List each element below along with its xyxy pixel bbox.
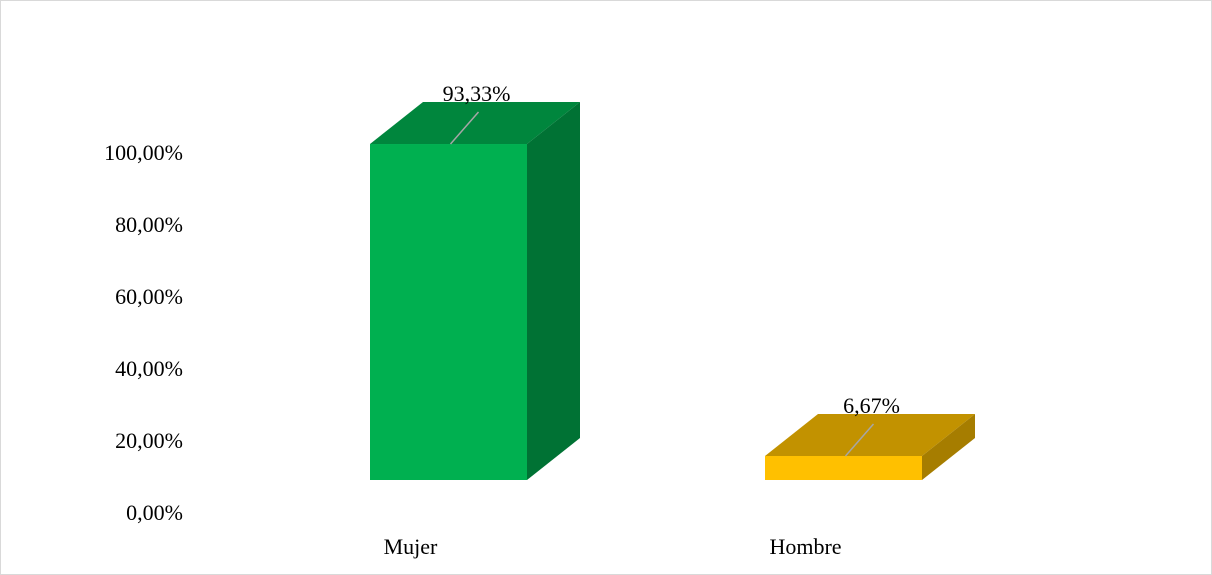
x-tick-label: Hombre — [769, 534, 841, 559]
data-label: 6,67% — [843, 393, 900, 418]
leader-line — [449, 111, 480, 145]
y-tick-label: 100,00% — [104, 140, 183, 165]
y-tick-label: 0,00% — [126, 500, 183, 525]
x-tick-label: Mujer — [384, 534, 438, 559]
data-label: 93,33% — [443, 81, 511, 106]
bar-side — [922, 413, 975, 480]
bar — [765, 455, 922, 480]
y-tick-label: 80,00% — [115, 212, 183, 237]
y-tick-label: 60,00% — [115, 284, 183, 309]
y-tick-label: 40,00% — [115, 356, 183, 381]
bar-top — [765, 413, 975, 456]
bar — [370, 144, 527, 480]
bar-top — [370, 102, 580, 145]
bar-side — [527, 102, 580, 481]
y-tick-label: 20,00% — [115, 428, 183, 453]
leader-line — [844, 423, 875, 457]
